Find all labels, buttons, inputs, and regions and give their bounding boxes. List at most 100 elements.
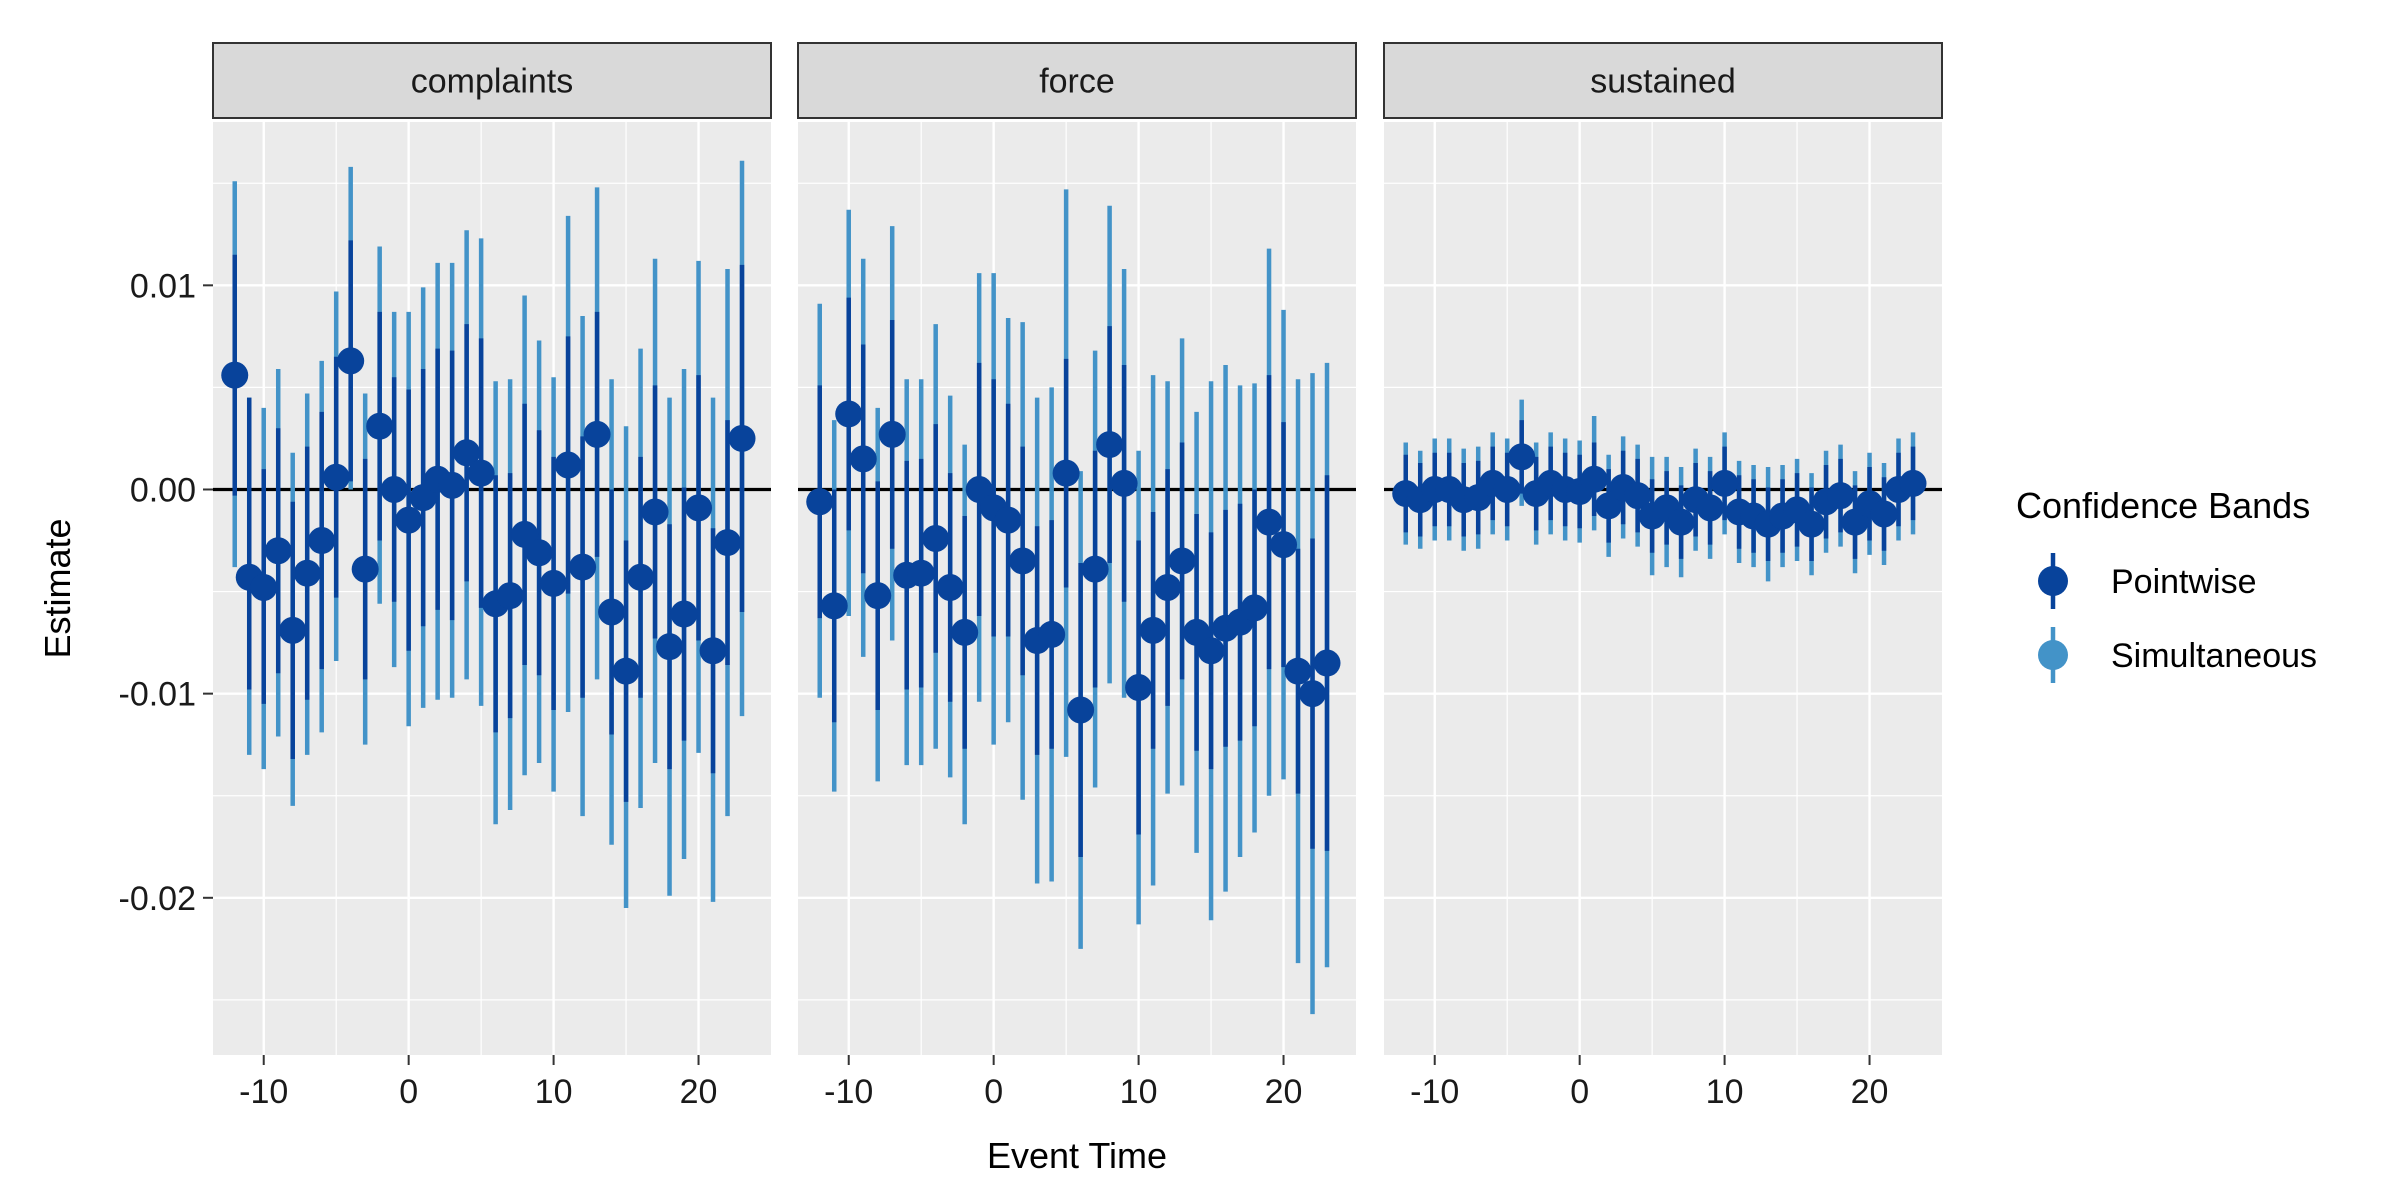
estimate-point [1284, 657, 1312, 685]
estimate-point [1313, 649, 1341, 677]
estimate-point [656, 633, 684, 661]
estimate-point [293, 559, 321, 587]
x-tick-label: -10 [1410, 1073, 1459, 1111]
estimate-point [1052, 459, 1080, 487]
estimate-point [685, 494, 713, 522]
estimate-point [525, 539, 553, 567]
estimate-point [337, 347, 365, 375]
estimate-point [1827, 482, 1855, 510]
estimate-point [1595, 492, 1623, 520]
y-tick-label: -0.02 [119, 880, 197, 918]
estimate-point [907, 559, 935, 587]
y-axis-title: Estimate [37, 518, 78, 658]
estimate-point [806, 488, 834, 516]
estimate-point [835, 400, 863, 428]
legend-key-point [2038, 566, 2068, 596]
estimate-point [1508, 443, 1536, 471]
estimate-point [994, 506, 1022, 534]
estimate-point [1067, 696, 1095, 724]
estimate-point [554, 451, 582, 479]
estimate-point [409, 484, 437, 512]
estimate-point [670, 600, 698, 628]
estimate-point [1154, 573, 1182, 601]
estimate-point [936, 573, 964, 601]
x-tick-label: -10 [824, 1073, 873, 1111]
estimate-point [1299, 680, 1327, 708]
estimate-point [395, 506, 423, 534]
facet-strip [212, 42, 772, 119]
estimate-point [583, 420, 611, 448]
facet-panel-complaints: complaints -10 0 10 20 [212, 42, 772, 1111]
estimate-point [1270, 531, 1298, 559]
estimate-point [1009, 547, 1037, 575]
estimate-point [1696, 494, 1724, 522]
estimate-point [1183, 618, 1211, 646]
estimate-point [714, 529, 742, 557]
facet-panel-sustained: sustained -10 0 10 20 [1383, 42, 1943, 1111]
estimate-point [1110, 469, 1138, 497]
estimate-point [453, 439, 481, 467]
estimate-point [1493, 475, 1521, 503]
estimate-point [1241, 594, 1269, 622]
panel-background [1384, 122, 1942, 1055]
estimate-point [221, 361, 249, 389]
estimate-point [467, 459, 495, 487]
estimate-point [598, 598, 626, 626]
estimate-point [951, 618, 979, 646]
estimate-point [728, 424, 756, 452]
estimate-point [1096, 431, 1124, 459]
x-tick-label: -10 [239, 1073, 288, 1111]
estimate-point [569, 553, 597, 581]
estimate-point [322, 463, 350, 491]
estimate-point [820, 592, 848, 620]
x-tick-label: 0 [984, 1073, 1003, 1111]
estimate-point [264, 537, 292, 565]
legend: Confidence Bands Pointwise Simultaneous [2016, 485, 2317, 683]
estimate-point [1870, 500, 1898, 528]
estimate-point [380, 475, 408, 503]
estimate-point [641, 498, 669, 526]
x-axis-title: Event Time [987, 1135, 1167, 1176]
estimate-point [1139, 616, 1167, 644]
estimate-point [1667, 508, 1695, 536]
estimate-point [279, 616, 307, 644]
y-tick-label: -0.01 [119, 676, 197, 714]
x-tick-label: 0 [1570, 1073, 1589, 1111]
estimate-point [366, 412, 394, 440]
estimate-point [1899, 469, 1927, 497]
estimate-point [1038, 620, 1066, 648]
legend-label: Simultaneous [2111, 637, 2317, 675]
estimate-point [1197, 637, 1225, 665]
estimate-point [1580, 465, 1608, 493]
estimate-point [1168, 547, 1196, 575]
estimate-point [511, 520, 539, 548]
y-tick-label: 0.00 [130, 471, 196, 509]
facet-strip-label: complaints [411, 63, 574, 101]
estimate-point [1081, 555, 1109, 583]
legend-key-point [2038, 640, 2068, 670]
estimate-point [1624, 482, 1652, 510]
estimate-point [1711, 469, 1739, 497]
facet-strip [797, 42, 1357, 119]
legend-title: Confidence Bands [2016, 485, 2310, 526]
estimate-point [496, 582, 524, 610]
x-tick-label: 0 [399, 1073, 418, 1111]
x-tick-label: 20 [680, 1073, 718, 1111]
estimate-point [308, 527, 336, 555]
x-tick-label: 20 [1265, 1073, 1303, 1111]
x-tick-label: 10 [1706, 1073, 1744, 1111]
estimate-point [1255, 508, 1283, 536]
estimate-point [250, 573, 278, 601]
estimate-point [351, 555, 379, 583]
facet-strip-label: force [1039, 63, 1115, 101]
panel-background [213, 122, 771, 1055]
x-tick-label: 10 [1120, 1073, 1158, 1111]
estimate-point [922, 524, 950, 552]
estimate-point [612, 657, 640, 685]
estimate-point [864, 582, 892, 610]
estimate-point [438, 471, 466, 499]
estimate-point [878, 420, 906, 448]
y-tick-label: 0.01 [130, 267, 196, 305]
